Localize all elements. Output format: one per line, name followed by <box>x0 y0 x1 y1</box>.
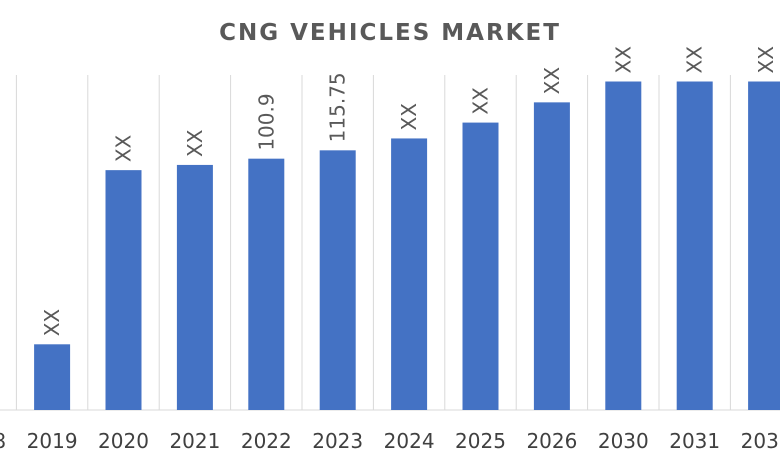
data-label: XX <box>611 46 635 74</box>
bar <box>34 344 71 410</box>
data-label: XX <box>40 309 64 337</box>
data-label: XX <box>469 87 493 115</box>
x-tick-label: 2025 <box>455 429 506 453</box>
data-label: XX <box>112 134 136 162</box>
bar <box>676 81 713 410</box>
x-tick-label: 2031 <box>669 429 720 453</box>
bar <box>248 158 285 410</box>
bar <box>462 122 499 411</box>
bar <box>176 164 213 410</box>
bar <box>319 150 356 411</box>
bar <box>748 81 780 410</box>
x-tick-label: 2023 <box>312 429 363 453</box>
data-label: XX <box>540 67 564 95</box>
x-tick-label: 2020 <box>98 429 149 453</box>
x-tick-label: 2019 <box>27 429 78 453</box>
x-tick-label: 2022 <box>241 429 292 453</box>
data-label: XX <box>754 46 778 74</box>
bar <box>105 170 142 410</box>
x-tick-label: 2030 <box>598 429 649 453</box>
data-label: 115.75 <box>326 72 350 142</box>
bar <box>605 81 642 410</box>
data-label: XX <box>183 129 207 157</box>
data-label: XX <box>683 46 707 74</box>
chart-title: CNG VEHICLES MARKET <box>219 20 561 46</box>
x-tick-label: 2026 <box>526 429 577 453</box>
x-tick-label: 2024 <box>384 429 435 453</box>
data-label: XX <box>397 103 421 131</box>
bar <box>391 138 428 410</box>
bar <box>533 102 570 410</box>
data-label: 100.9 <box>254 93 278 150</box>
x-tick-label: 2032 <box>741 429 780 453</box>
x-tick-label: 2021 <box>169 429 220 453</box>
x-tick-label: 2018 <box>0 429 6 453</box>
